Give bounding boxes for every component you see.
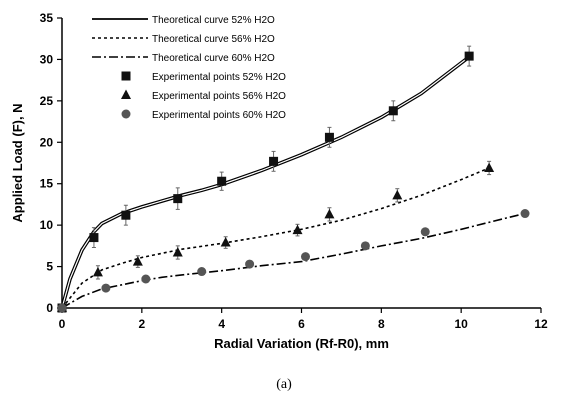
data-point-triangle (220, 237, 231, 247)
data-point-square (173, 194, 183, 204)
legend-label: Theoretical curve 56% H2O (152, 34, 275, 45)
legend-marker-circle (121, 109, 131, 119)
x-tick-label: 12 (534, 317, 548, 331)
data-point-triangle (172, 246, 183, 257)
data-point-triangle (92, 266, 103, 277)
data-point-triangle (484, 162, 495, 172)
data-point-triangle (292, 224, 303, 235)
data-point-triangle (324, 208, 335, 219)
legend-marker-triangle (121, 89, 131, 99)
ticks: 0 2 4 6 8 10 12 0 5 10 15 20 25 30 35 (40, 11, 548, 331)
data-point-circle (57, 303, 67, 313)
data-point-triangle (132, 256, 143, 266)
legend-label: Experimental points 52% H2O (152, 72, 286, 83)
legend: Theoretical curve 52% H2O Theoretical cur… (92, 15, 286, 121)
x-tick-label: 2 (138, 317, 145, 331)
data-point-circle (520, 209, 530, 219)
x-tick-label: 6 (298, 317, 305, 331)
theoretical-curve-2 (61, 212, 526, 309)
legend-label: Theoretical curve 52% H2O (152, 15, 275, 26)
y-tick-label: 0 (46, 301, 53, 315)
legend-label: Experimental points 56% H2O (152, 91, 286, 102)
x-tick-label: 0 (59, 317, 66, 331)
y-tick-label: 35 (40, 11, 54, 25)
data-point-square (324, 132, 334, 142)
y-tick-label: 5 (46, 260, 53, 274)
x-tick-label: 10 (454, 317, 468, 331)
data-point-square (464, 51, 474, 61)
data-point-circle (101, 283, 111, 293)
data-point-square (217, 176, 227, 186)
data-point-circle (300, 252, 310, 262)
data-point-square (269, 156, 279, 166)
experimental-points (57, 45, 530, 313)
data-point-circle (245, 259, 255, 269)
y-tick-label: 20 (40, 135, 54, 149)
data-point-square (89, 233, 99, 243)
data-point-circle (141, 274, 151, 284)
y-tick-label: 30 (40, 52, 54, 66)
legend-label: Experimental points 60% H2O (152, 110, 286, 121)
x-tick-label: 8 (378, 317, 385, 331)
x-axis-label: Radial Variation (Rf-R0), mm (214, 336, 389, 351)
data-point-circle (360, 241, 370, 251)
legend-marker-square (121, 71, 131, 81)
data-point-circle (197, 267, 207, 277)
y-tick-label: 25 (40, 94, 54, 108)
x-tick-label: 4 (218, 317, 225, 331)
data-point-square (121, 210, 131, 220)
data-point-circle (420, 227, 430, 237)
data-point-triangle (392, 189, 403, 200)
theoretical-curves (60, 55, 526, 309)
y-tick-label: 15 (40, 177, 54, 191)
legend-label: Theoretical curve 60% H2O (152, 53, 275, 64)
y-axis-label: Applied Load (F), N (10, 103, 25, 222)
y-tick-label: 10 (40, 218, 54, 232)
data-point-square (388, 106, 398, 116)
theoretical-curve-1 (61, 167, 490, 309)
figure-caption: (a) (276, 377, 292, 392)
